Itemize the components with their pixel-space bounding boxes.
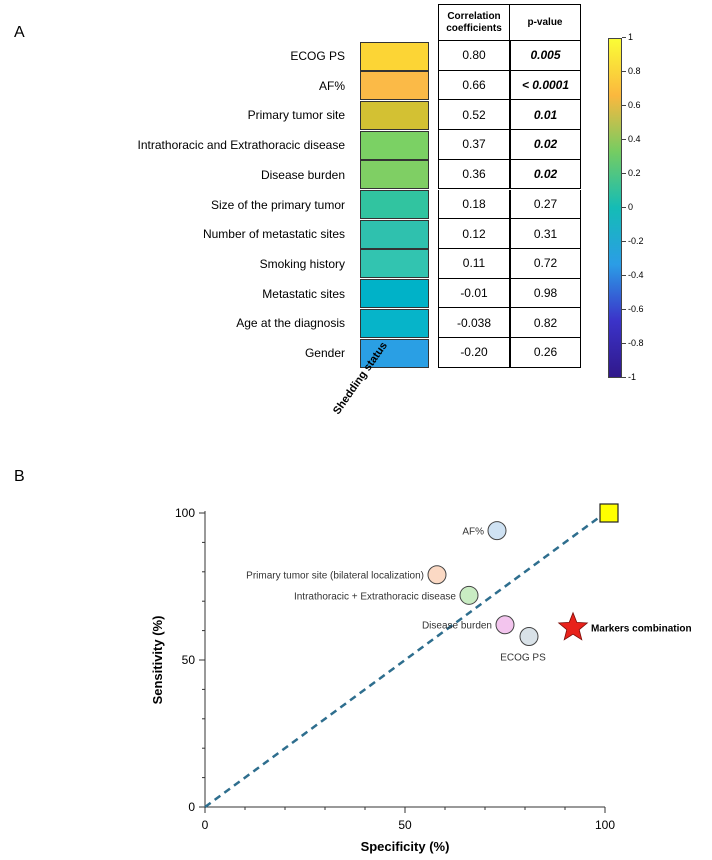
panel-label-a: A <box>14 24 25 41</box>
heatmap-cell <box>360 160 429 190</box>
heatmap-row-label: Smoking history <box>259 256 345 271</box>
p-value-cell: 0.27 <box>510 189 581 220</box>
colorbar-tick-label: 0.2 <box>622 168 641 178</box>
colorbar-tick-label: -0.6 <box>622 304 644 314</box>
heatmap-cell <box>360 308 429 338</box>
p-value-cell: 0.005 <box>510 41 581 71</box>
heatmap-cell <box>360 279 429 309</box>
p-value-cell: 0.72 <box>510 248 581 279</box>
heatmap-row-label: Intrathoracic and Extrathoracic disease <box>137 138 345 153</box>
correlation-coefficient-cell: 0.80 <box>438 41 510 71</box>
correlation-coefficient-cell: -0.038 <box>438 308 510 338</box>
correlation-coefficient-cell: 0.36 <box>438 159 510 190</box>
data-point <box>427 565 447 585</box>
correlation-coefficient-cell: 0.11 <box>438 248 510 279</box>
x-tick-label: 50 <box>398 818 412 832</box>
heatmap-row-label: Number of metastatic sites <box>202 227 345 242</box>
correlation-coefficient-cell: 0.18 <box>438 189 510 220</box>
colorbar-tick-label: 0.8 <box>622 66 641 76</box>
correlation-column-header: Correlation coefficients <box>438 4 510 41</box>
data-point <box>495 615 515 635</box>
y-axis-title: Sensitivity (%) <box>150 616 165 705</box>
heatmap-row-label: Age at the diagnosis <box>236 316 345 331</box>
colorbar-tick-label: 0 <box>621 202 634 212</box>
heatmap-cell <box>360 190 429 219</box>
colorbar-tick-label: 0.6 <box>622 100 641 110</box>
heatmap-cell <box>360 338 429 368</box>
panel-label-b: B <box>14 468 25 485</box>
p-value-cell: 0.98 <box>510 278 581 309</box>
p-value-cell: 0.82 <box>510 308 581 338</box>
colorbar-tick-label: 0.4 <box>622 134 641 144</box>
p-value-column-header: p-value <box>510 4 581 41</box>
y-tick-label: 100 <box>175 506 195 520</box>
data-point-star <box>557 611 589 641</box>
heatmap-cell <box>360 100 429 130</box>
correlation-coefficient-cell: -0.20 <box>438 338 510 368</box>
p-value-cell: 0.26 <box>510 338 581 368</box>
data-point-label: Markers combination <box>591 624 692 635</box>
colorbar-tick-label: -0.4 <box>622 270 644 280</box>
heatmap-cell <box>360 219 429 249</box>
heatmap-row-label: Primary tumor site <box>247 108 345 123</box>
p-value-cell: 0.02 <box>510 159 581 190</box>
data-point <box>519 626 539 646</box>
heatmap-row-label: Disease burden <box>260 167 345 182</box>
data-point-label: Primary tumor site (bilateral localizati… <box>246 571 424 582</box>
colorbar-tick-label: -0.8 <box>622 338 644 348</box>
x-axis-title: Specificity (%) <box>361 839 450 854</box>
heatmap-row-label: Metastatic sites <box>262 286 345 301</box>
correlation-coefficient-cell: 0.37 <box>438 130 510 160</box>
heatmap-row-label: AF% <box>318 78 345 93</box>
y-tick-label: 0 <box>188 800 195 814</box>
data-point-label: ECOG PS <box>500 652 546 663</box>
correlation-coefficient-cell: 0.52 <box>438 100 510 131</box>
data-point-label: Intrathoracic + Extrathoracic disease <box>294 591 456 602</box>
data-point <box>459 585 479 605</box>
reference-diagonal-line <box>204 511 606 809</box>
data-point <box>487 521 507 541</box>
heatmap-cell <box>360 249 429 279</box>
colorbar-tick-label: 1 <box>621 32 634 42</box>
data-point-label: AF% <box>462 527 484 538</box>
heatmap-row-label: Size of the primary tumor <box>210 197 345 212</box>
data-point-square <box>599 503 619 523</box>
colorbar-tick-label: -0.2 <box>622 236 644 246</box>
correlation-coefficient-cell: -0.01 <box>438 278 510 309</box>
correlation-coefficient-cell: 0.12 <box>438 219 510 249</box>
p-value-cell: < 0.0001 <box>510 70 581 101</box>
data-point-label: Disease burden <box>422 621 492 632</box>
colorbar-tick-label: -1 <box>621 372 637 382</box>
heatmap-cell <box>360 71 429 101</box>
p-value-cell: 0.01 <box>510 100 581 131</box>
x-tick-label: 0 <box>202 818 209 832</box>
colorbar <box>608 38 622 378</box>
p-value-cell: 0.31 <box>510 219 581 249</box>
heatmap-cell <box>360 130 429 160</box>
p-value-cell: 0.02 <box>510 130 581 160</box>
x-tick-label: 100 <box>595 818 615 832</box>
y-tick-label: 50 <box>182 653 196 667</box>
heatmap-cell <box>360 41 429 71</box>
heatmap-row-label: ECOG PS <box>290 49 345 63</box>
heatmap-row-label: Gender <box>304 346 345 360</box>
correlation-coefficient-cell: 0.66 <box>438 70 510 101</box>
